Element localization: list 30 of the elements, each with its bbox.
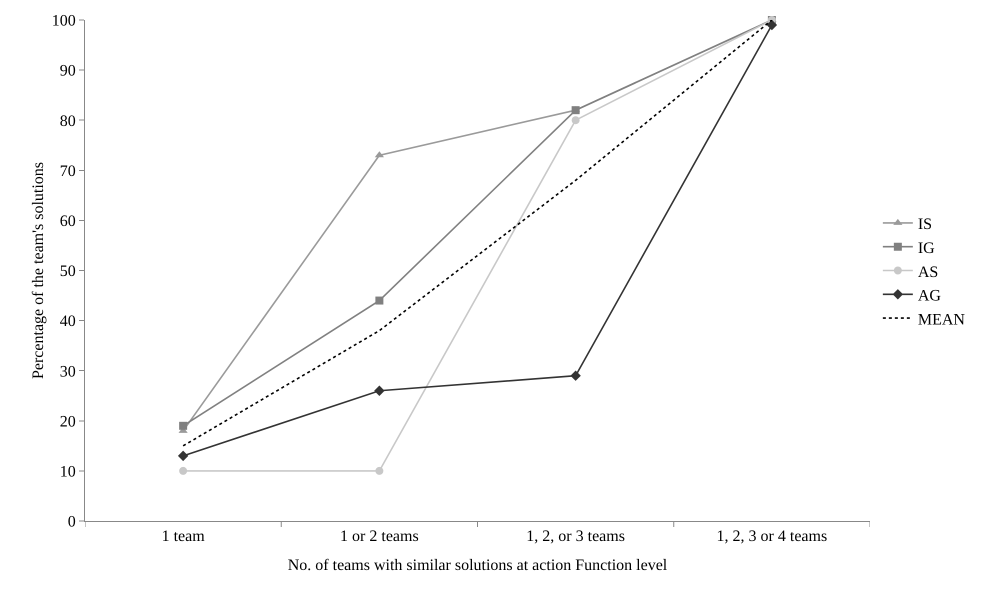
x-tick-label: 1 team <box>162 528 206 546</box>
y-tick-label: 70 <box>60 162 76 180</box>
y-tick-label: 60 <box>60 213 76 230</box>
point <box>179 466 188 475</box>
y-tick-label: 50 <box>60 263 76 280</box>
y-tick-label: 90 <box>60 62 76 80</box>
legend-label: AG <box>918 288 942 305</box>
legend-label: IS <box>918 216 932 234</box>
y-tick-label: 10 <box>60 464 76 480</box>
y-tick-label: 100 <box>52 12 76 30</box>
legend-label: AS <box>918 264 938 281</box>
y-tick-label: 0 <box>68 514 76 531</box>
point <box>178 450 188 462</box>
point <box>375 466 384 475</box>
y-tick-label: 80 <box>60 112 76 130</box>
legend-label: IG <box>918 240 936 257</box>
point <box>374 386 385 396</box>
y-tick-label: 40 <box>60 313 76 330</box>
y-axis-title: Percentage of the team's solutions <box>30 162 47 380</box>
x-tick-label: 1, 2, 3 or 4 teams <box>716 528 828 546</box>
x-tick-label: 1, 2, or 3 teams <box>526 528 625 546</box>
x-tick-label: 1 or 2 teams <box>340 528 419 546</box>
point <box>766 20 778 30</box>
y-tick-label: 20 <box>60 413 76 430</box>
y-tick-label: 30 <box>60 363 76 380</box>
point <box>375 296 384 305</box>
point <box>572 116 580 124</box>
x-axis-title: No. of teams with similar solutions at action Function level <box>288 556 668 574</box>
point <box>570 370 581 381</box>
legend-label: MEAN <box>918 311 966 328</box>
